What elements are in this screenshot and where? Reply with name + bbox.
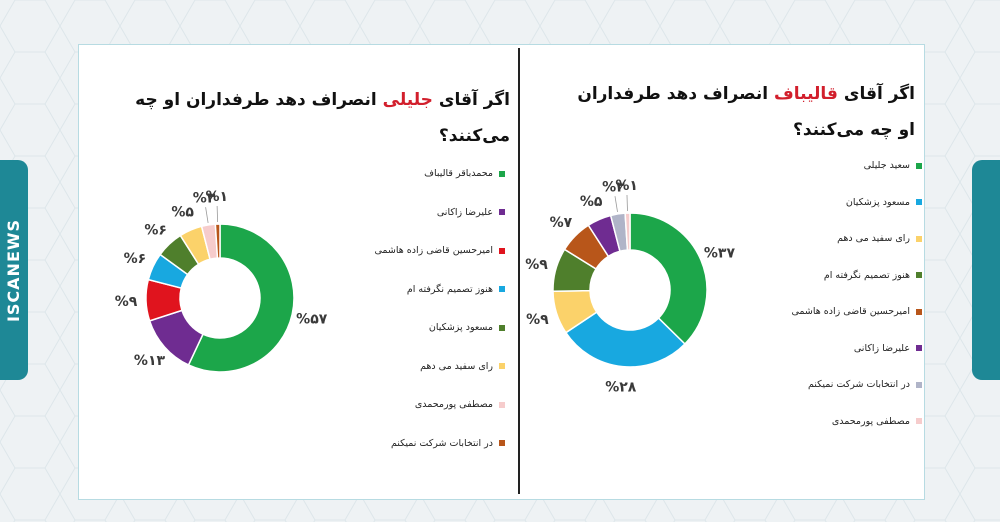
donut-slice-1-1 bbox=[564, 311, 686, 368]
right-title-prefix: اگر آقای bbox=[843, 84, 915, 104]
legend-swatch-0-3 bbox=[499, 286, 505, 292]
leader-line-1-6 bbox=[614, 196, 618, 213]
legend-swatch-0-6 bbox=[499, 401, 505, 408]
brand-logo: ISCANEWS bbox=[0, 160, 28, 380]
left-donut-chart: %۵۷%۱۳%۹%۶%۶%۵%۳%۱ bbox=[115, 189, 328, 373]
legend-swatch-0-0 bbox=[499, 170, 505, 177]
data-label-1-1: %۲۸ bbox=[605, 380, 637, 396]
donut-slice-1-0 bbox=[629, 212, 708, 346]
legend-item-0-6: مصطفی پورمحمدی bbox=[415, 399, 505, 410]
right-title-highlight: قالیباف bbox=[774, 84, 838, 104]
legend-item-0-0: محمدباقر قالیباف bbox=[424, 168, 505, 179]
legend-swatch-0-2 bbox=[499, 247, 505, 254]
legend-label-1-1: مسعود پزشکیان bbox=[845, 196, 910, 208]
legend-item-1-3: هنوز تصمیم نگرفته ام bbox=[824, 270, 922, 281]
legend-swatch-1-7 bbox=[916, 418, 922, 424]
right-title-suffix: انصراف دهد طرفداران او چه می‌کنند؟ bbox=[577, 84, 915, 140]
legend-swatch-0-1 bbox=[499, 209, 505, 215]
legend-label-1-4: امیرحسین قاضی زاده هاشمی bbox=[791, 306, 910, 317]
left-title-prefix: اگر آقای bbox=[438, 90, 510, 110]
right-brand-tab bbox=[972, 160, 1000, 380]
data-label-0-2: %۹ bbox=[115, 294, 138, 310]
data-label-1-4: %۷ bbox=[550, 215, 573, 231]
legend-item-1-5: علیرضا زاکانی bbox=[854, 343, 922, 354]
legend-label-0-0: محمدباقر قالیباف bbox=[424, 168, 493, 179]
legend-swatch-1-1 bbox=[916, 199, 922, 205]
legend-label-0-1: علیرضا زاکانی bbox=[436, 206, 493, 218]
legend-label-1-3: هنوز تصمیم نگرفته ام bbox=[823, 269, 910, 281]
legend-item-0-4: مسعود پزشکیان bbox=[429, 322, 505, 333]
data-label-1-3: %۹ bbox=[525, 257, 548, 273]
legend-item-1-4: امیرحسین قاضی زاده هاشمی bbox=[792, 306, 922, 317]
left-brand-tab bbox=[0, 160, 28, 380]
legend-item-1-2: رای سفید می دهم bbox=[837, 233, 922, 244]
data-label-1-0: %۳۷ bbox=[704, 246, 736, 262]
legend-item-1-0: سعید جلیلی bbox=[864, 160, 922, 171]
legend-label-1-5: علیرضا زاکانی bbox=[853, 342, 910, 354]
legend-item-1-6: در انتخابات شرکت نمیکنم bbox=[808, 379, 922, 390]
legend-label-0-4: مسعود پزشکیان bbox=[428, 322, 493, 333]
data-label-0-7: %۱ bbox=[206, 189, 229, 205]
data-label-1-6: %۳ bbox=[602, 179, 625, 195]
data-label-0-0: %۵۷ bbox=[296, 312, 328, 328]
data-label-0-5: %۵ bbox=[171, 205, 194, 221]
data-label-0-6: %۳ bbox=[193, 190, 216, 206]
legend-label-0-2: امیرحسین قاضی زاده هاشمی bbox=[374, 245, 493, 256]
legend-item-0-7: در انتخابات شرکت نمیکنم bbox=[391, 438, 505, 449]
left-title-highlight: جلیلی bbox=[382, 90, 433, 110]
leader-line-1-7 bbox=[626, 195, 628, 212]
left-legend: محمدباقر قالیباف علیرضا زاکانی امیرحسین قا… bbox=[180, 168, 505, 458]
panel-divider bbox=[518, 48, 520, 494]
donut-slice-1-7 bbox=[624, 212, 631, 251]
legend-swatch-1-0 bbox=[916, 162, 922, 169]
legend-label-0-5: رای سفید می دهم bbox=[420, 360, 493, 372]
legend-swatch-0-5 bbox=[499, 363, 505, 369]
legend-swatch-1-5 bbox=[916, 345, 922, 351]
legend-item-0-3: هنوز تصمیم نگرفته ام bbox=[407, 284, 505, 295]
brand-name: ISCANEWS bbox=[4, 218, 24, 322]
donut-slice-0-7 bbox=[214, 223, 221, 259]
data-label-1-2: %۹ bbox=[526, 312, 549, 328]
data-label-0-4: %۶ bbox=[144, 222, 167, 238]
donut-slice-0-0 bbox=[187, 223, 295, 373]
data-label-1-5: %۵ bbox=[580, 194, 603, 210]
right-legend: سعید جلیلی مسعود پزشکیان رای سفید می دهم هن… bbox=[600, 160, 922, 450]
legend-swatch-0-7 bbox=[499, 440, 505, 446]
legend-label-1-0: سعید جلیلی bbox=[863, 160, 910, 171]
leader-line-0-7 bbox=[216, 206, 219, 223]
legend-label-1-7: مصطفی پورمحمدی bbox=[831, 415, 910, 427]
legend-swatch-1-2 bbox=[916, 235, 922, 242]
left-chart-title: اگر آقای جلیلی انصراف دهد طرفداران او چه… bbox=[130, 82, 510, 154]
legend-label-1-2: رای سفید می دهم bbox=[837, 233, 910, 244]
legend-label-1-6: در انتخابات شرکت نمیکنم bbox=[807, 379, 910, 390]
legend-item-1-1: مسعود پزشکیان bbox=[846, 197, 922, 208]
legend-item-0-5: رای سفید می دهم bbox=[420, 361, 505, 372]
leader-line-0-6 bbox=[205, 207, 209, 223]
left-title-suffix: انصراف دهد طرفداران او چه می‌کنند؟ bbox=[135, 90, 510, 146]
legend-swatch-1-4 bbox=[916, 308, 922, 315]
content-card bbox=[78, 44, 925, 500]
legend-swatch-1-6 bbox=[916, 381, 922, 388]
legend-swatch-1-3 bbox=[916, 272, 922, 278]
legend-label-0-6: مصطفی پورمحمدی bbox=[414, 399, 493, 410]
legend-label-0-7: در انتخابات شرکت نمیکنم bbox=[390, 437, 493, 449]
data-label-0-1: %۱۳ bbox=[134, 353, 166, 369]
right-chart-title: اگر آقای قالیباف انصراف دهد طرفداران او … bbox=[575, 76, 915, 148]
legend-item-0-1: علیرضا زاکانی bbox=[437, 207, 505, 218]
data-label-0-3: %۶ bbox=[124, 251, 147, 267]
legend-item-0-2: امیرحسین قاضی زاده هاشمی bbox=[375, 245, 505, 256]
legend-swatch-0-4 bbox=[499, 324, 505, 331]
legend-item-1-7: مصطفی پورمحمدی bbox=[832, 416, 922, 427]
legend-label-0-3: هنوز تصمیم نگرفته ام bbox=[406, 283, 493, 295]
right-donut-chart: %۳۷ %۲۸ %۹ %۹ %۷ %۵%۳%۱ bbox=[525, 178, 736, 396]
data-label-1-7: %۱ bbox=[615, 178, 638, 194]
